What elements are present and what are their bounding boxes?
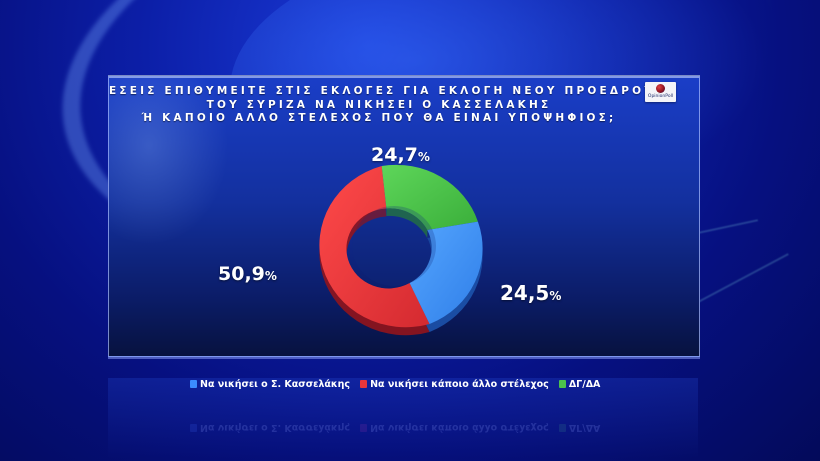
title-line-1: ΕΣΕΙΣ ΕΠΙΘΥΜΕΙΤΕ ΣΤΙΣ ΕΚΛΟΓΕΣ ΓΙΑ ΕΚΛΟΓΗ… xyxy=(109,85,656,97)
value-label-dk: 24,7% xyxy=(371,144,430,166)
slice-dk xyxy=(381,164,478,230)
slice-kasselakis xyxy=(409,221,483,324)
legend-swatch-blue xyxy=(190,380,197,388)
logo-text: OpinionPoll xyxy=(647,94,674,99)
slice-other xyxy=(319,166,430,328)
value-label-other: 50,9% xyxy=(218,263,277,285)
logo-dot-icon xyxy=(656,84,665,93)
title-line-3: Ή ΚΑΠΟΙΟ ΑΛΛΟ ΣΤΕΛΕΧΟΣ ΠΟΥ ΘΑ ΕΙΝΑΙ ΥΠΟΨ… xyxy=(141,112,617,124)
chart-title: ΕΣΕΙΣ ΕΠΙΘΥΜΕΙΤΕ ΣΤΙΣ ΕΚΛΟΓΕΣ ΓΙΑ ΕΚΛΟΓΗ… xyxy=(109,85,656,126)
chart-panel: ΕΣΕΙΣ ΕΠΙΘΥΜΕΙΤΕ ΣΤΙΣ ΕΚΛΟΓΕΣ ΓΙΑ ΕΚΛΟΓΗ… xyxy=(108,75,700,357)
legend-reflection: Να νικήσει ο Σ. Κασσελάκης Να νικήσει κά… xyxy=(190,420,650,436)
legend-item-kasselakis: Να νικήσει ο Σ. Κασσελάκης xyxy=(190,379,350,390)
donut-chart xyxy=(279,156,509,346)
donut-svg xyxy=(319,164,483,336)
opinionpoll-logo: OpinionPoll xyxy=(645,82,676,102)
chart-legend: Να νικήσει ο Σ. Κασσελάκης Να νικήσει κά… xyxy=(190,376,650,392)
value-label-kasselakis: 24,5% xyxy=(500,281,562,305)
legend-item-dk: ΔΓ/ΔΑ xyxy=(558,379,600,390)
legend-swatch-green xyxy=(558,380,566,388)
legend-swatch-red xyxy=(360,380,368,388)
title-line-2: ΤΟΥ ΣΥΡΙΖΑ ΝΑ ΝΙΚΗΣΕΙ Ο ΚΑΣΣΕΛΑΚΗΣ xyxy=(206,98,552,111)
panel-glow xyxy=(109,76,229,246)
panel-reflection xyxy=(108,378,698,458)
legend-item-other: Να νικήσει κάποιο άλλο στέλεχος xyxy=(360,379,549,390)
